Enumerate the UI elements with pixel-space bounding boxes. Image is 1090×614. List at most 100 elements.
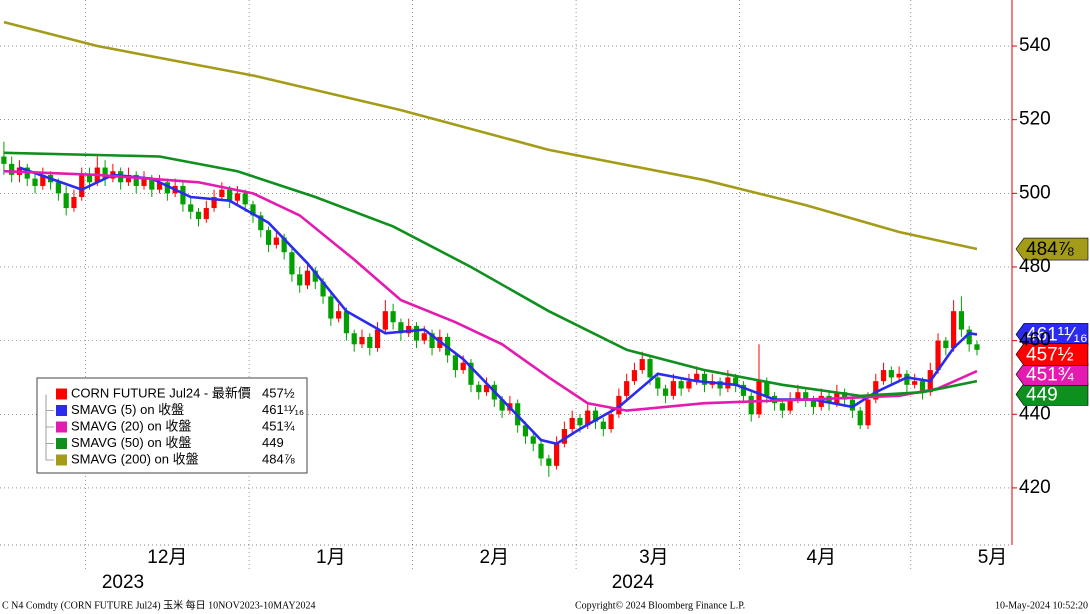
x-year-label: 2024 bbox=[612, 572, 655, 593]
candle-body bbox=[662, 388, 669, 396]
candle-body bbox=[616, 395, 622, 415]
value-flag-label: 449 bbox=[1026, 384, 1058, 405]
candle-body bbox=[164, 182, 170, 194]
y-tick-label: 500 bbox=[1019, 182, 1051, 203]
candle-body bbox=[40, 174, 46, 186]
candle-body bbox=[631, 370, 638, 382]
y-tick-label: 520 bbox=[1019, 109, 1051, 130]
candle-body bbox=[125, 174, 132, 183]
candle-body bbox=[678, 381, 684, 389]
legend-swatch bbox=[56, 438, 67, 449]
legend-label: SMAVG (50) on 收盤 bbox=[71, 435, 191, 450]
candle-body bbox=[888, 370, 894, 378]
plot bbox=[1, 20, 980, 477]
candle-body bbox=[460, 362, 466, 371]
candle-body bbox=[577, 417, 583, 426]
legend-value: 461¹¹⁄₁₆ bbox=[262, 402, 304, 417]
candle-body bbox=[242, 193, 248, 205]
candle-body bbox=[764, 381, 770, 396]
legend: CORN FUTURE Jul24 - 最新價 457½ SMAVG (5) on … bbox=[45, 385, 304, 466]
candle-body bbox=[336, 311, 342, 319]
candle-body bbox=[499, 399, 505, 411]
candle-body bbox=[795, 392, 801, 400]
candle-body bbox=[647, 359, 653, 378]
candle-body bbox=[281, 237, 287, 253]
legend-label: SMAVG (20) on 收盤 bbox=[71, 418, 191, 433]
candle-body bbox=[748, 395, 754, 415]
grid bbox=[0, 0, 1017, 570]
candle-body bbox=[717, 381, 723, 389]
legend-swatch bbox=[56, 454, 67, 466]
legend-label: SMAVG (200) on 收盤 bbox=[71, 451, 199, 466]
y-tick-label: 460 bbox=[1019, 330, 1051, 351]
candle-body bbox=[880, 370, 887, 382]
candle-body bbox=[102, 167, 108, 179]
sma-line bbox=[3, 169, 978, 412]
candle-body bbox=[234, 193, 241, 201]
candle-body bbox=[951, 311, 957, 348]
candle-body bbox=[250, 204, 256, 216]
candle-body bbox=[670, 381, 676, 396]
candle-body bbox=[265, 230, 272, 245]
candle-body bbox=[55, 182, 61, 194]
legend-tree bbox=[45, 411, 54, 428]
candle-body bbox=[149, 178, 155, 190]
legend-swatch bbox=[56, 421, 67, 433]
candle-body bbox=[141, 178, 147, 186]
candle-body bbox=[468, 362, 474, 385]
candle-body bbox=[530, 436, 536, 444]
candle-body bbox=[273, 237, 279, 245]
candle-body bbox=[203, 208, 209, 220]
legend-box bbox=[36, 377, 308, 474]
candle-body bbox=[655, 377, 661, 389]
candle-body bbox=[483, 384, 490, 393]
value-flag-label: 457½ bbox=[1026, 344, 1074, 365]
candle-body bbox=[227, 189, 233, 201]
candle-body bbox=[919, 381, 926, 393]
candle-body bbox=[452, 355, 458, 371]
value-flag bbox=[1015, 237, 1089, 261]
value-flag bbox=[1015, 323, 1089, 346]
legend-tree bbox=[45, 394, 54, 411]
candle-body bbox=[546, 458, 552, 466]
candle-body bbox=[1, 156, 7, 164]
legend-value: 484⅞ bbox=[262, 451, 295, 466]
candle-body bbox=[289, 252, 295, 275]
legend-tree bbox=[45, 427, 54, 444]
footer-copyright: Copyright© 2024 Bloomberg Finance L.P. bbox=[575, 600, 745, 611]
legend-label: CORN FUTURE Jul24 - 最新價 bbox=[71, 385, 251, 400]
value-flag-label: 484⅞ bbox=[1026, 239, 1074, 260]
candle-body bbox=[398, 322, 404, 334]
legend-swatch bbox=[56, 388, 67, 400]
value-flag-label: 451¾ bbox=[1026, 364, 1075, 385]
candle-body bbox=[9, 163, 15, 175]
candle-body bbox=[694, 373, 700, 382]
candle-body bbox=[592, 410, 599, 422]
candle-body bbox=[803, 392, 809, 400]
candle-body bbox=[608, 414, 614, 430]
candle-body bbox=[569, 417, 575, 430]
candle-body bbox=[943, 340, 949, 348]
candle-body bbox=[211, 197, 217, 209]
candle-body bbox=[779, 403, 785, 411]
candle-body bbox=[756, 381, 762, 415]
candle-body bbox=[133, 174, 139, 186]
candle-body bbox=[873, 381, 879, 400]
y-tick-label: 420 bbox=[1019, 477, 1051, 498]
candle-body bbox=[328, 296, 334, 319]
y-tick-label: 540 bbox=[1019, 35, 1051, 56]
candle-body bbox=[32, 178, 38, 186]
candle-body bbox=[304, 270, 311, 286]
candle-body bbox=[935, 340, 941, 371]
candle-body bbox=[429, 333, 435, 348]
candle-body bbox=[966, 329, 972, 345]
candle-body bbox=[351, 333, 357, 345]
candle-body bbox=[896, 373, 902, 378]
sma-line bbox=[3, 20, 978, 251]
candle-body bbox=[600, 421, 606, 430]
candle-body bbox=[413, 325, 420, 341]
candle-body bbox=[554, 443, 560, 466]
sma-line bbox=[3, 151, 978, 398]
value-flag bbox=[1015, 343, 1089, 366]
